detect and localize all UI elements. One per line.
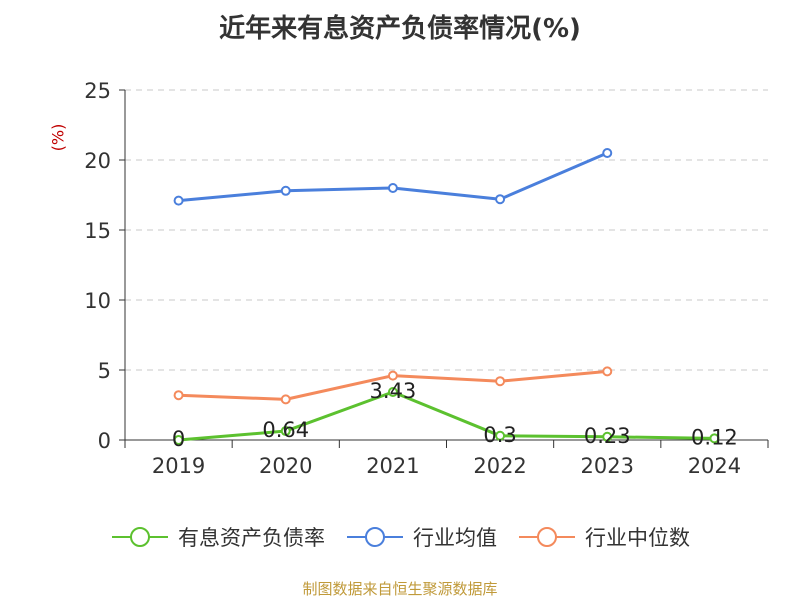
x-tick-label: 2024	[688, 454, 741, 478]
grid-lines	[125, 89, 768, 371]
legend-marker-green-icon	[112, 527, 168, 547]
y-tick-label: 25	[84, 79, 111, 103]
data-label: 0.23	[584, 424, 631, 448]
series-points	[173, 148, 720, 445]
data-point	[495, 376, 506, 387]
legend: 有息资产负债率 行业均值 行业中位数	[0, 522, 800, 552]
legend-label: 行业中位数	[585, 526, 690, 550]
data-point	[280, 426, 291, 437]
y-tick-label: 5	[98, 359, 111, 383]
legend-label: 行业均值	[413, 526, 497, 550]
axes: 0 5 10 15 20 25 2019 2020 2021 2022 2023 2024	[84, 79, 769, 478]
data-source-note: 制图数据来自恒生聚源数据库	[302, 580, 498, 598]
x-tick-label: 2021	[366, 454, 419, 478]
data-point	[602, 148, 613, 158]
data-label: 3.43	[370, 379, 417, 403]
series-lines	[178, 151, 715, 442]
y-tick-label: 15	[84, 219, 111, 243]
legend-item-series-1[interactable]: 行业均值	[345, 522, 497, 552]
data-point	[173, 195, 184, 206]
data-point	[602, 366, 613, 377]
y-tick-label: 0	[98, 429, 111, 453]
data-point	[173, 390, 184, 401]
legend-label: 有息资产负债率	[178, 526, 325, 550]
legend-item-series-0[interactable]: 有息资产负债率	[110, 522, 325, 552]
data-label: 0	[172, 427, 185, 451]
data-point	[495, 430, 506, 441]
legend-marker-orange-icon	[519, 527, 575, 547]
data-labels: 0 0.64 3.43 0.3 0.23 0.12	[172, 379, 738, 451]
data-point	[495, 194, 506, 205]
data-point	[387, 183, 398, 193]
x-tick-label: 2023	[581, 454, 634, 478]
data-point	[709, 433, 720, 444]
x-tick-label: 2019	[152, 454, 205, 478]
legend-marker-blue-icon	[347, 527, 403, 547]
x-tick-label: 2020	[259, 454, 312, 478]
data-point	[602, 431, 613, 442]
data-point	[280, 185, 291, 196]
data-label: 0.12	[691, 425, 738, 449]
chart-title: 近年来有息资产负债率情况(%)	[219, 14, 581, 44]
data-point	[173, 435, 184, 445]
data-point	[387, 386, 398, 397]
y-tick-label: 20	[84, 149, 111, 173]
data-label: 0.3	[483, 423, 516, 447]
legend-item-series-2[interactable]: 行业中位数	[517, 522, 690, 552]
data-point	[387, 370, 398, 381]
y-tick-label: 10	[84, 289, 111, 313]
data-point	[280, 394, 291, 405]
x-tick-label: 2022	[473, 454, 526, 478]
data-label: 0.64	[262, 418, 309, 442]
series-line-0	[178, 390, 715, 442]
